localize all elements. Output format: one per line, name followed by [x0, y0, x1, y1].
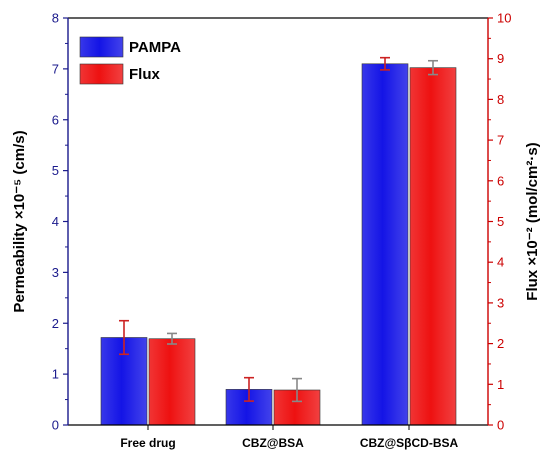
y-tick-label-right-10: 10 — [497, 11, 511, 26]
y-tick-label-left-4: 4 — [52, 214, 59, 229]
y-tick-label-left-6: 6 — [52, 112, 59, 127]
x-tick-label-1: CBZ@BSA — [242, 436, 304, 450]
bar-flux-0 — [148, 338, 196, 426]
y-tick-label-right-8: 8 — [497, 92, 504, 107]
x-tick-label-2: CBZ@SβCD-BSA — [360, 436, 459, 450]
y-tick-label-right-2: 2 — [497, 336, 504, 351]
y-tick-label-right-7: 7 — [497, 133, 504, 148]
legend-swatch-flux — [79, 63, 124, 85]
legend: PAMPA Flux — [79, 36, 181, 85]
y-tick-label-right-4: 4 — [497, 255, 504, 270]
axes-layer: Free drug CBZ@BSA CBZ@SβCD-BSA 0 1 2 3 4 5 6 7 8 0 1 2… — [11, 11, 541, 451]
y-tick-label-left-5: 5 — [52, 163, 59, 178]
y-tick-label-left-7: 7 — [52, 61, 59, 76]
y-tick-label-right-9: 9 — [497, 51, 504, 66]
y-tick-label-left-0: 0 — [52, 418, 59, 433]
bar-flux-2 — [409, 67, 457, 426]
y-tick-label-left-1: 1 — [52, 367, 59, 382]
legend-label-flux: Flux — [129, 66, 160, 83]
legend-label-pampa: PAMPA — [129, 39, 181, 56]
y-tick-label-right-3: 3 — [497, 295, 504, 310]
y-tick-label-right-6: 6 — [497, 173, 504, 188]
y-tick-label-left-3: 3 — [52, 265, 59, 280]
y-tick-label-right-0: 0 — [497, 418, 504, 433]
y-tick-label-left-2: 2 — [52, 316, 59, 331]
x-tick-label-0: Free drug — [120, 436, 175, 450]
bar-pampa-2 — [361, 63, 409, 426]
y-axis-right-title: Flux ×10⁻² (mol/cm²·s) — [524, 142, 541, 300]
y-tick-label-right-5: 5 — [497, 214, 504, 229]
y-tick-label-right-1: 1 — [497, 377, 504, 392]
y-tick-label-left-8: 8 — [52, 11, 59, 26]
legend-swatch-pampa — [79, 36, 124, 58]
y-axis-left-title: Permeability ×10⁻⁵ (cm/s) — [11, 130, 28, 312]
bars-layer — [100, 56, 457, 426]
